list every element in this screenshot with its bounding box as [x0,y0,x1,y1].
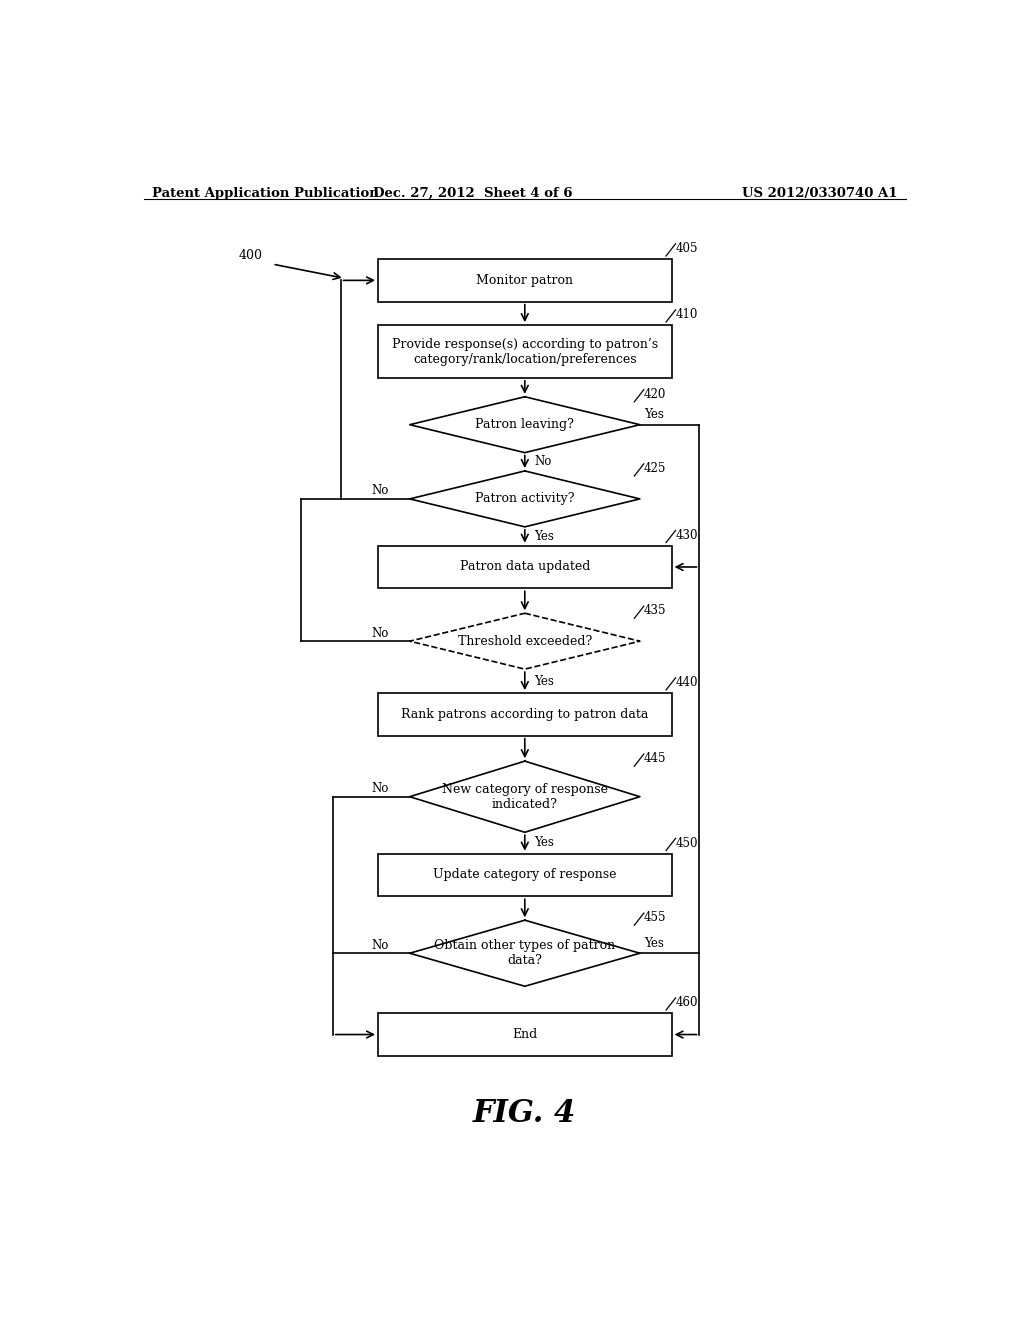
Text: 410: 410 [676,308,698,321]
Polygon shape [410,471,640,527]
Text: Dec. 27, 2012  Sheet 4 of 6: Dec. 27, 2012 Sheet 4 of 6 [374,187,573,199]
Text: 440: 440 [676,676,698,689]
Text: 455: 455 [644,911,667,924]
Text: 445: 445 [644,752,667,766]
Polygon shape [410,762,640,833]
Text: 450: 450 [676,837,698,850]
Text: FIG. 4: FIG. 4 [473,1098,577,1130]
FancyBboxPatch shape [378,1014,672,1056]
Text: Rank patrons according to patron data: Rank patrons according to patron data [401,708,648,721]
Text: No: No [372,939,389,952]
Text: Provide response(s) according to patron’s
category/rank/location/preferences: Provide response(s) according to patron’… [392,338,657,366]
Text: Yes: Yes [644,408,664,421]
FancyBboxPatch shape [378,259,672,302]
Text: 430: 430 [676,528,698,541]
Polygon shape [410,397,640,453]
FancyBboxPatch shape [378,854,672,896]
Polygon shape [410,614,640,669]
Text: Yes: Yes [644,937,664,949]
Text: 400: 400 [239,249,263,263]
Text: Yes: Yes [535,675,554,688]
Text: 425: 425 [644,462,667,475]
Text: Patron activity?: Patron activity? [475,492,574,506]
FancyBboxPatch shape [378,693,672,735]
Text: 405: 405 [676,242,698,255]
Text: 460: 460 [676,997,698,1008]
Text: Patent Application Publication: Patent Application Publication [152,187,379,199]
Text: No: No [372,781,389,795]
FancyBboxPatch shape [378,545,672,589]
Text: Obtain other types of patron
data?: Obtain other types of patron data? [434,940,615,968]
Text: Yes: Yes [535,529,554,543]
Text: 435: 435 [644,605,667,618]
Text: Patron data updated: Patron data updated [460,561,590,573]
Text: Threshold exceeded?: Threshold exceeded? [458,635,592,648]
Text: No: No [372,627,389,640]
Text: New category of response
indicated?: New category of response indicated? [441,783,608,810]
Text: No: No [535,455,552,469]
Text: No: No [372,484,389,498]
Polygon shape [410,920,640,986]
Text: Yes: Yes [535,837,554,850]
Text: End: End [512,1028,538,1041]
FancyBboxPatch shape [378,325,672,378]
Text: Monitor patron: Monitor patron [476,273,573,286]
Text: Patron leaving?: Patron leaving? [475,418,574,432]
Text: Update category of response: Update category of response [433,869,616,882]
Text: US 2012/0330740 A1: US 2012/0330740 A1 [742,187,898,199]
Text: 420: 420 [644,388,667,401]
